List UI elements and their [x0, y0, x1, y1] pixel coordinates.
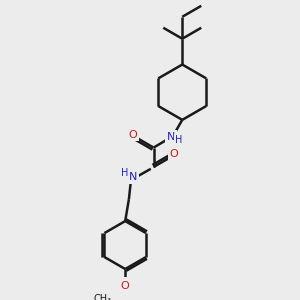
Text: O: O	[121, 281, 130, 291]
Text: N: N	[128, 172, 137, 182]
Text: O: O	[129, 130, 137, 140]
Text: H: H	[176, 135, 183, 145]
Text: O: O	[170, 149, 178, 159]
Text: N: N	[167, 132, 175, 142]
Text: CH₃: CH₃	[94, 294, 112, 300]
Text: H: H	[121, 168, 128, 178]
